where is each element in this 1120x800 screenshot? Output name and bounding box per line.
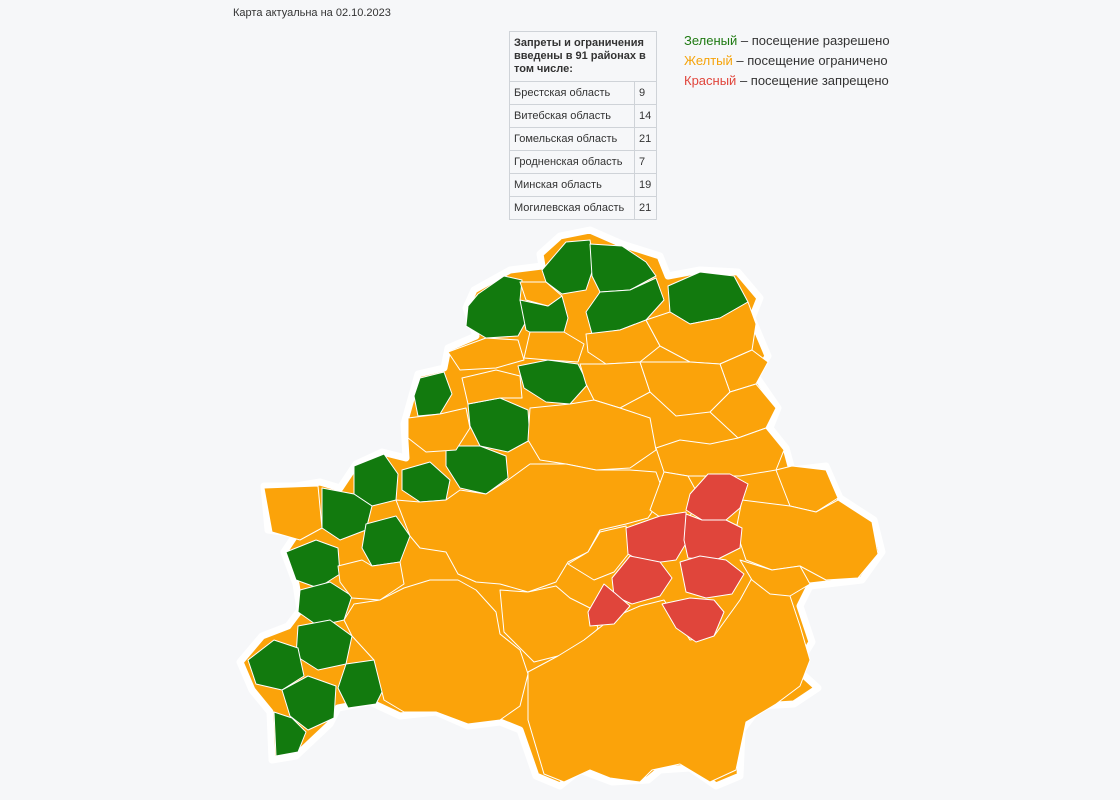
district-red [683,513,743,561]
map-legend: Зеленый – посещение разрешено Желтый – п… [684,31,890,91]
district-red [685,473,749,521]
district-green [589,243,657,293]
legend-item-red: Красный – посещение запрещено [684,71,890,91]
district-red [661,597,725,643]
district-yellow [739,559,811,597]
district-yellow [735,499,879,581]
district-red [679,555,745,599]
table-row: Гродненская область 7 [509,150,657,174]
region-name: Гомельская область [509,127,635,151]
district-yellow [395,463,665,593]
district-yellow [343,579,529,725]
table-row: Минская область 19 [509,173,657,197]
district-yellow [519,281,563,307]
region-name: Витебская область [509,104,635,128]
legend-color-word: Красный [684,73,737,88]
district-red [625,511,689,565]
district-red [587,583,631,627]
legend-text: – посещение запрещено [736,73,889,88]
legend-color-word: Зеленый [684,33,738,48]
district-yellow [407,407,471,453]
region-name: Могилевская область [509,196,635,220]
region-count: 19 [634,173,657,197]
district-yellow [523,331,585,363]
region-count: 21 [634,196,657,220]
district-yellow [337,559,405,601]
region-name: Гродненская область [509,150,635,174]
district-yellow [461,369,523,405]
district-yellow [645,301,757,365]
legend-color-word: Желтый [684,53,733,68]
table-row: Гомельская область 21 [509,127,657,151]
legend-item-green: Зеленый – посещение разрешено [684,31,890,51]
table-row: Брестская область 9 [509,81,657,105]
district-green [467,397,531,453]
region-count: 9 [634,81,657,105]
district-green [465,275,529,339]
map-date-note: Карта актуальна на 02.10.2023 [233,7,391,19]
table-row: Могилевская область 21 [509,196,657,220]
district-yellow [579,361,651,409]
district-yellow [263,485,323,541]
district-green [445,445,509,495]
restrictions-table-title: Запреты и ограничения введены в 91 район… [509,31,657,82]
district-green [273,711,307,757]
legend-text: – посещение разрешено [737,33,890,48]
district-yellow [447,337,525,371]
district-yellow [585,319,661,365]
district-green [247,639,305,691]
region-name: Минская область [509,173,635,197]
restrictions-table: Запреты и ограничения введены в 91 район… [509,31,657,220]
legend-item-yellow: Желтый – посещение ограничено [684,51,890,71]
table-row: Витебская область 14 [509,104,657,128]
district-green [281,675,337,731]
legend-text: – посещение ограничено [732,53,888,68]
district-yellow [527,399,657,471]
